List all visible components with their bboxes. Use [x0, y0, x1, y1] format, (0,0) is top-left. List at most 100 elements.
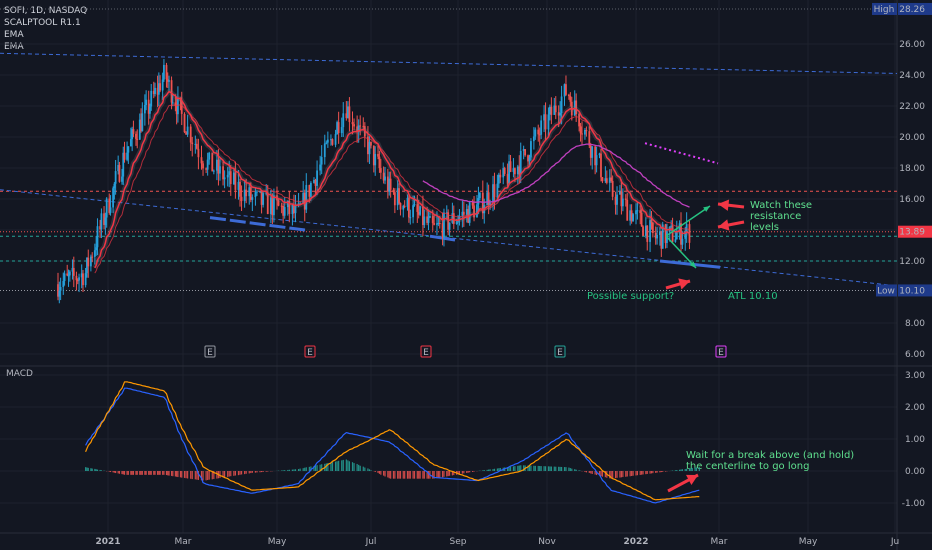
candle-body — [145, 99, 148, 105]
candle-body — [386, 176, 389, 192]
symbol-title: SOFI, 1D, NASDAQ — [4, 6, 88, 16]
green-arrow-down — [665, 235, 697, 269]
candle-body — [346, 106, 349, 119]
candle-body — [543, 114, 545, 121]
macd-tick-label: 2.00 — [905, 403, 925, 413]
candle-body — [547, 114, 550, 130]
candle-body — [557, 112, 560, 116]
macd-title: MACD — [6, 369, 33, 379]
last-price-box — [898, 225, 932, 238]
earnings-marker: E — [307, 348, 313, 358]
candle-body — [206, 159, 209, 170]
candle-body — [127, 146, 130, 153]
time-tick-label: Nov — [538, 537, 556, 547]
earnings-marker-box[interactable] — [420, 345, 432, 358]
green-arrow-down-head — [689, 261, 696, 268]
candle-body — [131, 129, 134, 140]
candle-body — [195, 143, 198, 149]
candle-body — [331, 139, 334, 145]
candle-body — [283, 207, 286, 216]
candle-body — [103, 213, 105, 225]
candle-body — [493, 184, 496, 198]
candle-body — [356, 126, 359, 133]
candle-body — [492, 184, 494, 204]
candle-body — [598, 153, 601, 156]
candle-body — [605, 178, 608, 183]
candle-body — [518, 166, 521, 175]
candle-body — [406, 197, 409, 207]
candle-body — [565, 84, 567, 95]
candle-body — [260, 191, 263, 205]
candle-body — [89, 256, 92, 267]
candle-body — [100, 213, 103, 230]
price-tick-label: 8.00 — [905, 319, 925, 329]
annotation-watch-line: levels — [750, 222, 779, 233]
candle-body — [377, 153, 379, 157]
candle-body — [96, 226, 99, 248]
candle-body — [436, 223, 438, 225]
earnings-marker-box[interactable] — [304, 345, 316, 358]
candle-body — [232, 172, 235, 185]
support-trendline-1 — [209, 216, 306, 232]
candle-body — [567, 94, 570, 97]
last-price-label: 13.89 — [899, 228, 925, 238]
candle-body — [379, 168, 382, 173]
candle-body — [174, 102, 177, 106]
time-tick-label: Sep — [450, 537, 467, 547]
candle-body — [372, 145, 375, 166]
candle-body — [451, 213, 454, 223]
earnings-marker-box[interactable] — [554, 345, 566, 358]
candle-body — [437, 222, 440, 224]
candle-body — [143, 104, 146, 114]
indicator-ema-1[interactable]: EMA — [4, 30, 24, 40]
candle-body — [99, 226, 102, 230]
indicator-scalptool[interactable]: SCALPTOOL R1.1 — [4, 18, 81, 28]
candle-body — [646, 225, 649, 242]
ema-slow-line — [422, 143, 690, 208]
macd-tick-label: 3.00 — [905, 371, 925, 381]
upper-trendline — [0, 52, 898, 74]
candle-body — [516, 166, 519, 175]
candle-body — [489, 203, 491, 205]
candle-body — [367, 136, 369, 155]
indicator-ema-2[interactable]: EMA — [4, 42, 24, 52]
candle-body — [211, 152, 214, 172]
candle-body — [508, 161, 510, 184]
candle-body — [476, 204, 478, 218]
candle-body — [527, 155, 529, 162]
candle-body — [458, 215, 461, 221]
low-tag: Low — [877, 286, 895, 296]
candle-body — [651, 222, 654, 233]
candle-body — [136, 138, 139, 140]
candle-body — [245, 189, 248, 197]
earnings-marker-box[interactable] — [204, 345, 216, 358]
price-tick-label: 6.00 — [905, 350, 925, 360]
annotation-macd-note: the centerline to go long — [686, 461, 809, 472]
time-tick-label: Mar — [711, 537, 728, 547]
candle-body — [197, 148, 200, 158]
candle-body — [569, 96, 572, 102]
candle-body — [302, 192, 305, 204]
candle-body — [594, 146, 597, 166]
candle-body — [71, 267, 74, 272]
candle-body — [140, 119, 142, 132]
candle-body — [581, 133, 583, 135]
candle-body — [447, 212, 450, 230]
candle-body — [320, 157, 323, 165]
candle-body — [271, 197, 274, 216]
candle-body — [499, 174, 502, 178]
candle-body — [170, 80, 173, 103]
candle-body — [530, 141, 532, 158]
candle-body — [84, 273, 87, 286]
candle-body — [671, 225, 674, 242]
candle-body — [402, 205, 405, 210]
candle-body — [584, 130, 586, 135]
candle-body — [68, 271, 71, 276]
candle-body — [486, 192, 489, 206]
candle-body — [277, 200, 280, 206]
candle-body — [357, 125, 360, 133]
candle-body — [522, 149, 525, 151]
candle-body — [177, 97, 179, 115]
earnings-marker-box[interactable] — [715, 345, 727, 358]
